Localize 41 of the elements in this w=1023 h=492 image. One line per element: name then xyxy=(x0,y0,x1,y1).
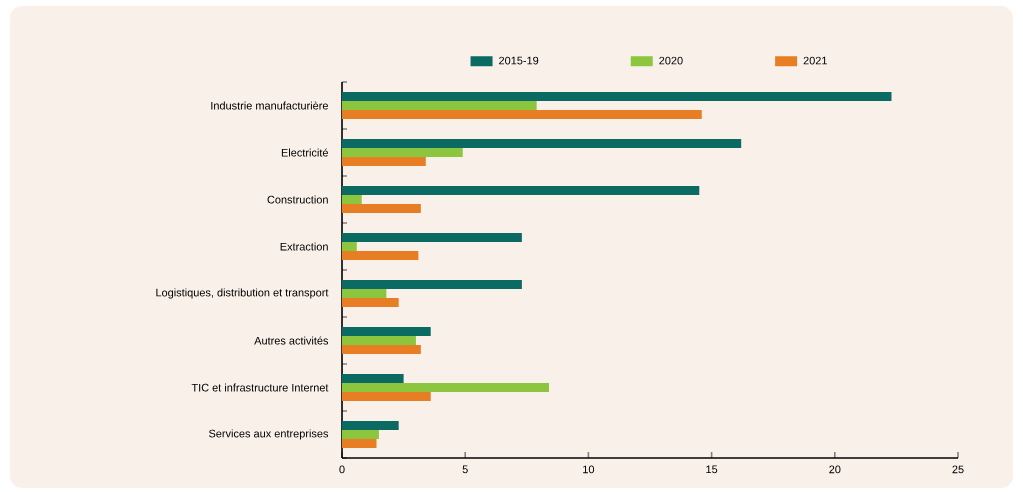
y-tick-label: Logistiques, distribution et transport xyxy=(156,288,329,299)
bar xyxy=(342,138,742,148)
bar xyxy=(342,438,377,448)
bar xyxy=(342,203,421,213)
bar xyxy=(342,185,700,195)
bar xyxy=(342,429,379,439)
legend-label: 2015-19 xyxy=(499,56,539,65)
bar xyxy=(342,382,549,392)
x-tick-label: 15 xyxy=(706,465,718,474)
bar xyxy=(342,344,421,354)
bar xyxy=(342,326,431,336)
y-tick-label: Construction xyxy=(267,195,328,204)
bar xyxy=(342,279,522,289)
bar xyxy=(342,391,431,401)
y-tick-label: Industrie manufacturière xyxy=(211,101,328,110)
y-tick-label: Electricité xyxy=(281,148,328,157)
bar xyxy=(342,109,702,119)
bar xyxy=(342,241,357,251)
bar xyxy=(342,297,399,307)
bar xyxy=(342,288,387,298)
bar xyxy=(342,156,426,166)
x-tick-label: 0 xyxy=(339,465,345,474)
x-tick-label: 25 xyxy=(952,465,964,474)
bar xyxy=(342,92,892,101)
bar xyxy=(342,232,522,242)
x-tick-label: 5 xyxy=(462,465,468,474)
bar xyxy=(342,335,416,345)
bar xyxy=(342,194,362,204)
bar xyxy=(342,147,463,157)
y-tick-label: TIC et infrastructure Internet xyxy=(191,383,329,392)
legend-label: 2021 xyxy=(803,56,827,65)
y-tick-label: Autres activités xyxy=(254,336,329,345)
y-tick-label: Extraction xyxy=(280,242,328,251)
bar xyxy=(342,100,537,110)
bar xyxy=(342,373,404,383)
legend-label: 2020 xyxy=(659,56,683,65)
x-tick-label: 10 xyxy=(583,465,595,474)
x-tick-label: 20 xyxy=(829,465,841,474)
bar xyxy=(342,420,399,430)
y-tick-label: Services aux entreprises xyxy=(209,429,329,440)
bar xyxy=(342,250,419,260)
